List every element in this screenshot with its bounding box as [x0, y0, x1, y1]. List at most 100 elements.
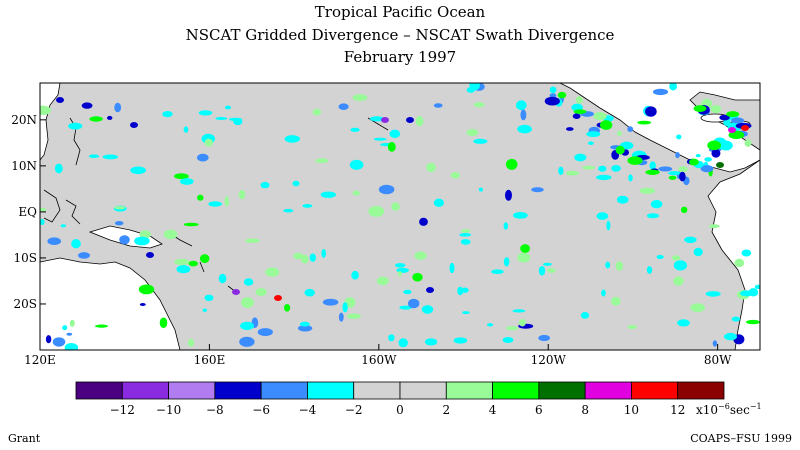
patch-198 [461, 229, 471, 233]
patch-113 [197, 153, 209, 162]
patch-156 [373, 137, 387, 141]
patch-147 [708, 224, 720, 229]
patch-200 [304, 288, 316, 297]
lat-label-2: EQ [18, 205, 37, 219]
coast-patch-0-3 [557, 91, 567, 99]
patch-89 [369, 116, 384, 122]
coast-patch-6-1 [668, 171, 681, 176]
patch-8 [347, 313, 361, 319]
patch-101 [130, 166, 147, 175]
patch-41 [257, 328, 273, 337]
patch-99 [606, 220, 611, 231]
patch-28 [292, 180, 300, 187]
patch-118 [368, 206, 385, 217]
patch-173 [593, 112, 607, 121]
island-vanuatu [199, 261, 205, 273]
patch-16 [388, 334, 395, 342]
colorbar-swatch-0 [75, 381, 123, 400]
patch-21 [208, 201, 222, 207]
colorbar-tick-8: 4 [489, 403, 497, 417]
colorbar-swatch-5 [307, 381, 355, 400]
patch-94 [582, 165, 595, 170]
patch-55 [596, 212, 609, 220]
patch-143 [549, 86, 557, 94]
patch-76 [176, 265, 191, 274]
patch-105 [54, 163, 63, 174]
coast-patch-5-0 [658, 166, 673, 172]
patch-210 [40, 219, 45, 225]
patch-130 [598, 165, 607, 172]
patch-175 [162, 111, 173, 118]
patch-151 [114, 206, 126, 210]
patch-68 [352, 94, 368, 101]
colorbar-swatch-6 [353, 381, 401, 400]
patch-122 [538, 334, 550, 342]
island-borneo [43, 189, 61, 223]
lon-label-0: 120E [24, 353, 56, 367]
patch-9 [646, 266, 653, 274]
patch-203 [299, 321, 310, 327]
patch-19 [389, 129, 401, 138]
coast-patch-6-2 [679, 171, 686, 182]
patch-20 [449, 262, 455, 274]
patch-192 [78, 252, 90, 259]
coast-patch-11-3 [693, 105, 707, 112]
patch-73 [224, 105, 232, 110]
patch-56 [616, 195, 629, 204]
patch-149 [669, 83, 677, 91]
patch-218 [351, 270, 359, 280]
patch-58 [64, 343, 79, 350]
patch-216 [243, 278, 254, 286]
core-patch-7 [56, 97, 64, 103]
patch-69 [740, 290, 754, 297]
patch-81 [596, 174, 612, 181]
coast-patch-8-1 [718, 140, 733, 151]
coast-patch-10-1 [723, 118, 731, 127]
patch-23 [265, 267, 280, 277]
coast-patch-1-2 [572, 113, 581, 119]
patch-92 [197, 194, 204, 201]
units-exponent: −6 [718, 402, 730, 411]
colorbar-swatch-9 [492, 381, 540, 400]
colorbar-swatch-12 [631, 381, 679, 400]
patch-165 [315, 158, 329, 163]
patch-97 [66, 332, 73, 336]
patch-78 [260, 181, 270, 189]
patch-139 [673, 260, 688, 271]
patch-133 [731, 316, 741, 322]
patch-211 [134, 236, 150, 246]
patch-225 [240, 321, 254, 331]
patch-172 [704, 157, 712, 162]
patch-110 [512, 309, 526, 313]
patch-142 [114, 221, 124, 226]
coast-patch-5-3 [645, 169, 660, 175]
patch-191 [520, 244, 530, 253]
patch-185 [453, 337, 468, 344]
patch-13 [238, 189, 246, 200]
patch-155 [60, 224, 66, 228]
coast-patch-3-3 [615, 145, 625, 155]
patch-223 [350, 127, 360, 132]
lat-label-0: 20N [11, 113, 37, 127]
title-line-3: February 1997 [343, 48, 457, 66]
patch-104 [466, 129, 479, 136]
core-patch-2 [381, 117, 389, 123]
units-prefix: x10 [696, 403, 718, 417]
patch-93 [376, 276, 389, 286]
patch-52 [588, 141, 594, 145]
patch-176 [574, 153, 587, 162]
coast-patch-10-3 [726, 111, 740, 118]
patch-117 [746, 319, 760, 325]
coast-patch-0-2 [544, 96, 560, 106]
patch-134 [89, 116, 103, 122]
patch-71 [656, 254, 664, 260]
divergence-patches [40, 83, 760, 350]
colorbar-tick-6: 0 [396, 403, 404, 417]
patch-137 [52, 337, 66, 347]
patch-103 [349, 159, 364, 170]
patch-227 [415, 116, 424, 127]
patch-116 [397, 271, 402, 277]
colorbar-swatch-11 [584, 381, 632, 400]
patch-42 [675, 152, 680, 159]
patch-80 [617, 131, 622, 136]
